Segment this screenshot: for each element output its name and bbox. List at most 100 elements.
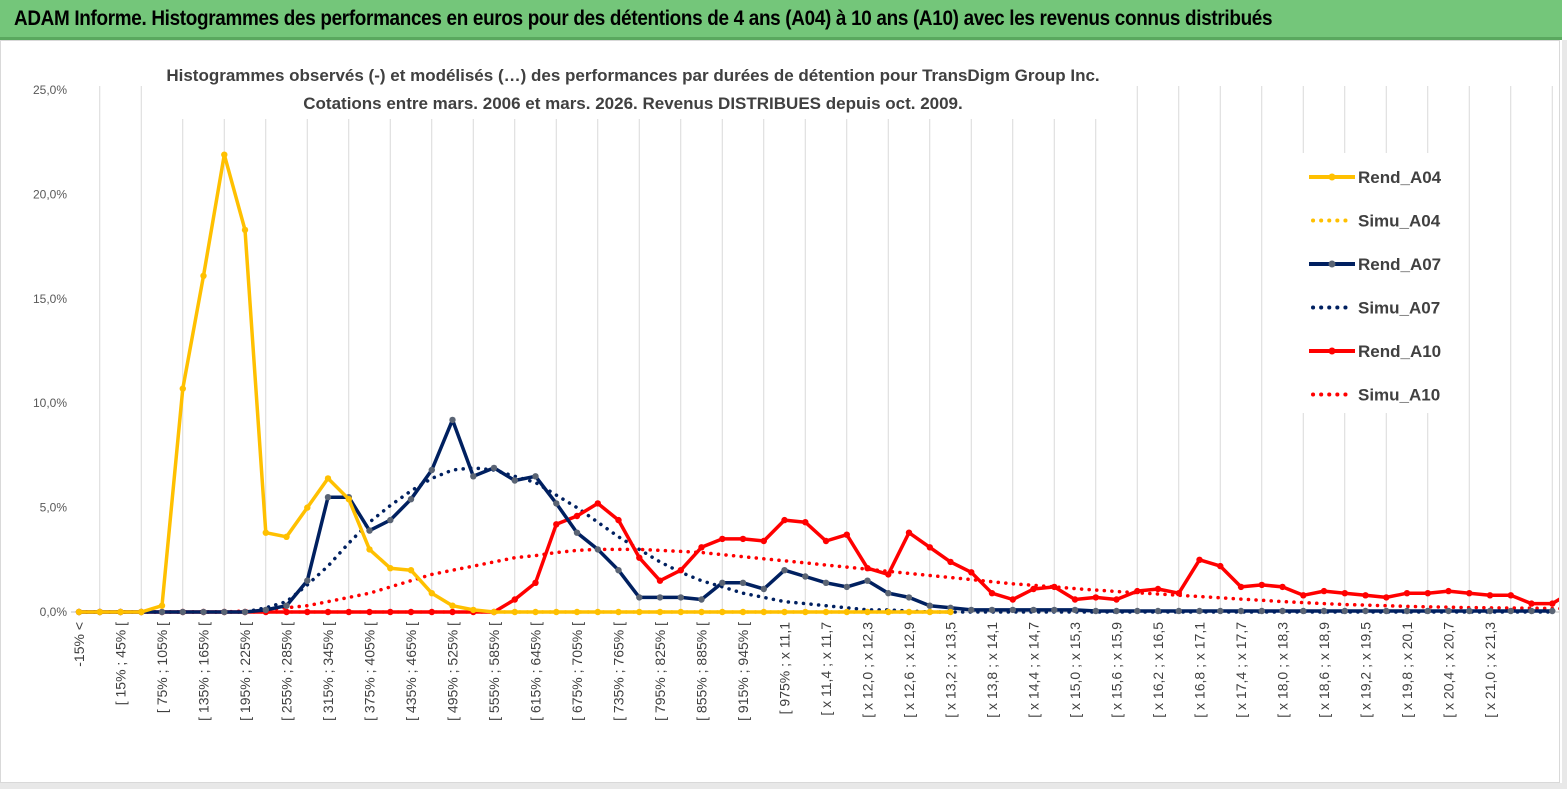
data-point-rend-a04 [636, 608, 643, 616]
x-tick-label: [ 315% ; 345% [ [320, 622, 336, 721]
data-point-rend-a04 [594, 608, 601, 616]
data-point-rend-a10 [1424, 590, 1432, 597]
data-point-rend-a10 [1009, 596, 1016, 603]
x-tick-label: [ x 12,6 ; x 12,9 [901, 622, 917, 718]
data-point-rend-a07 [1237, 607, 1245, 615]
data-point-rend-a10 [822, 537, 830, 545]
data-point-rend-a07 [822, 579, 830, 586]
data-point-rend-a04 [283, 533, 290, 540]
data-point-rend-a04 [75, 608, 83, 616]
x-tick-label: [ 195% ; 225% [ [237, 622, 253, 721]
data-point-rend-a07 [1466, 607, 1473, 615]
data-point-rend-a07 [1383, 607, 1390, 615]
data-point-rend-a07 [677, 594, 684, 601]
data-point-rend-a07 [366, 527, 373, 534]
data-point-rend-a07 [656, 594, 664, 601]
legend: Rend_A04 Simu_A04 Rend_A07 Simu_A07 Rend_A10… [1283, 153, 1453, 413]
data-point-rend-a10 [988, 590, 996, 597]
y-axis: 0,0% 5,0% 10,0% 15,0% 20,0% 25,0% [33, 83, 67, 619]
data-point-rend-a04 [553, 608, 560, 616]
data-point-rend-a10 [1320, 587, 1328, 595]
x-tick-label: [ x 16,2 ; x 16,5 [1150, 622, 1166, 718]
data-point-rend-a07 [885, 590, 892, 597]
data-point-rend-a07 [304, 577, 311, 584]
x-tick-label: [ 915% ; 945% [ [735, 622, 751, 721]
data-point-rend-a07 [698, 596, 705, 603]
data-point-rend-a07 [470, 473, 477, 480]
x-tick-label: [ x 17,4 ; x 17,7 [1233, 622, 1249, 718]
data-point-rend-a10 [1092, 594, 1100, 601]
data-point-rend-a10 [594, 500, 601, 507]
data-point-rend-a10 [760, 537, 767, 545]
x-tick-label: [ 795% ; 825% [ [652, 622, 668, 721]
data-point-rend-a10 [781, 516, 788, 524]
report-header: ADAM Informe. Histogrammes des performan… [0, 0, 1562, 40]
data-point-rend-a04 [449, 602, 456, 609]
data-point-rend-a07 [1486, 607, 1494, 615]
data-point-rend-a04 [656, 608, 664, 616]
x-tick-label: [ 675% ; 705% [ [569, 622, 585, 721]
data-point-rend-a04 [532, 608, 539, 616]
data-point-rend-a10 [698, 544, 705, 551]
data-point-rend-a04 [470, 606, 477, 614]
data-point-rend-a04 [781, 608, 788, 616]
data-point-rend-a07 [490, 464, 498, 472]
data-point-rend-a10 [926, 544, 933, 551]
x-tick-label: -15% < [71, 622, 87, 667]
data-point-rend-a10 [1175, 590, 1183, 597]
data-point-rend-a07 [428, 466, 435, 474]
data-point-rend-a10 [905, 529, 913, 536]
data-point-rend-a04 [905, 608, 913, 616]
data-point-rend-a07 [843, 583, 850, 591]
data-point-rend-a07 [968, 606, 975, 614]
data-point-rend-a10 [1154, 585, 1162, 593]
data-point-rend-a10 [1030, 585, 1037, 593]
data-point-rend-a07 [573, 529, 581, 536]
x-tick-label: [ x 20,4 ; x 20,7 [1441, 622, 1457, 718]
data-point-rend-a10 [407, 608, 415, 616]
data-point-rend-a04 [179, 385, 186, 392]
data-point-rend-a10 [1258, 581, 1266, 589]
data-point-rend-a04 [864, 608, 871, 616]
data-point-rend-a04 [573, 608, 581, 616]
x-tick-label: [ x 12,0 ; x 12,3 [860, 622, 876, 718]
data-point-rend-a04 [615, 608, 622, 616]
data-point-rend-a04 [760, 608, 767, 616]
data-point-rend-a10 [719, 535, 726, 543]
data-point-rend-a10 [366, 608, 373, 616]
data-point-rend-a04 [387, 565, 394, 572]
y-tick-label: 20,0% [33, 187, 67, 201]
x-tick-label: [ x 18,0 ; x 18,3 [1275, 622, 1291, 718]
data-point-rend-a10 [864, 565, 871, 572]
data-point-rend-a10 [1237, 583, 1245, 591]
data-point-rend-a07 [926, 602, 933, 609]
legend-background [1283, 153, 1453, 413]
x-tick-label: [ 135% ; 165% [ [196, 622, 212, 721]
x-axis: -15% < [ 15% ; 45% [[ 75% ; 105% [[ 135% … [71, 622, 1498, 721]
data-point-rend-a04 [885, 608, 892, 616]
data-point-rend-a04 [96, 608, 104, 616]
data-point-rend-a04 [739, 608, 747, 616]
data-point-rend-a07 [179, 608, 186, 616]
x-tick-label: [ x 13,8 ; x 14,1 [984, 622, 1000, 718]
x-tick-label: [ 75% ; 105% [ [154, 622, 170, 713]
data-point-rend-a07 [988, 606, 996, 614]
data-point-rend-a07 [324, 494, 332, 501]
data-point-rend-a04 [511, 608, 518, 616]
chart-panel: 0,0% 5,0% 10,0% 15,0% 20,0% 25,0% -15% < [ 15%… [0, 40, 1567, 783]
x-tick-label: [ x 21,0 ; x 21,3 [1482, 622, 1498, 718]
data-point-rend-a10 [449, 608, 456, 616]
data-point-rend-a04 [241, 226, 249, 234]
data-point-rend-a07 [719, 579, 726, 586]
legend-marker-rend-a07 [1328, 260, 1336, 268]
x-tick-label: [ x 13,2 ; x 13,5 [943, 622, 959, 718]
series-layer [75, 151, 1567, 616]
data-point-rend-a07 [1320, 607, 1328, 615]
data-point-rend-a10 [656, 577, 664, 584]
chart-title-box: Histogrammes observés (-) et modélisés (… [153, 57, 1111, 119]
data-point-rend-a10 [802, 519, 809, 526]
frame-edge-right [1562, 40, 1567, 789]
chart-title-line-2: Cotations entre mars. 2006 et mars. 2026… [303, 94, 962, 113]
chart-title-line-1: Histogrammes observés (-) et modélisés (… [166, 66, 1099, 85]
data-point-rend-a04 [200, 272, 207, 279]
